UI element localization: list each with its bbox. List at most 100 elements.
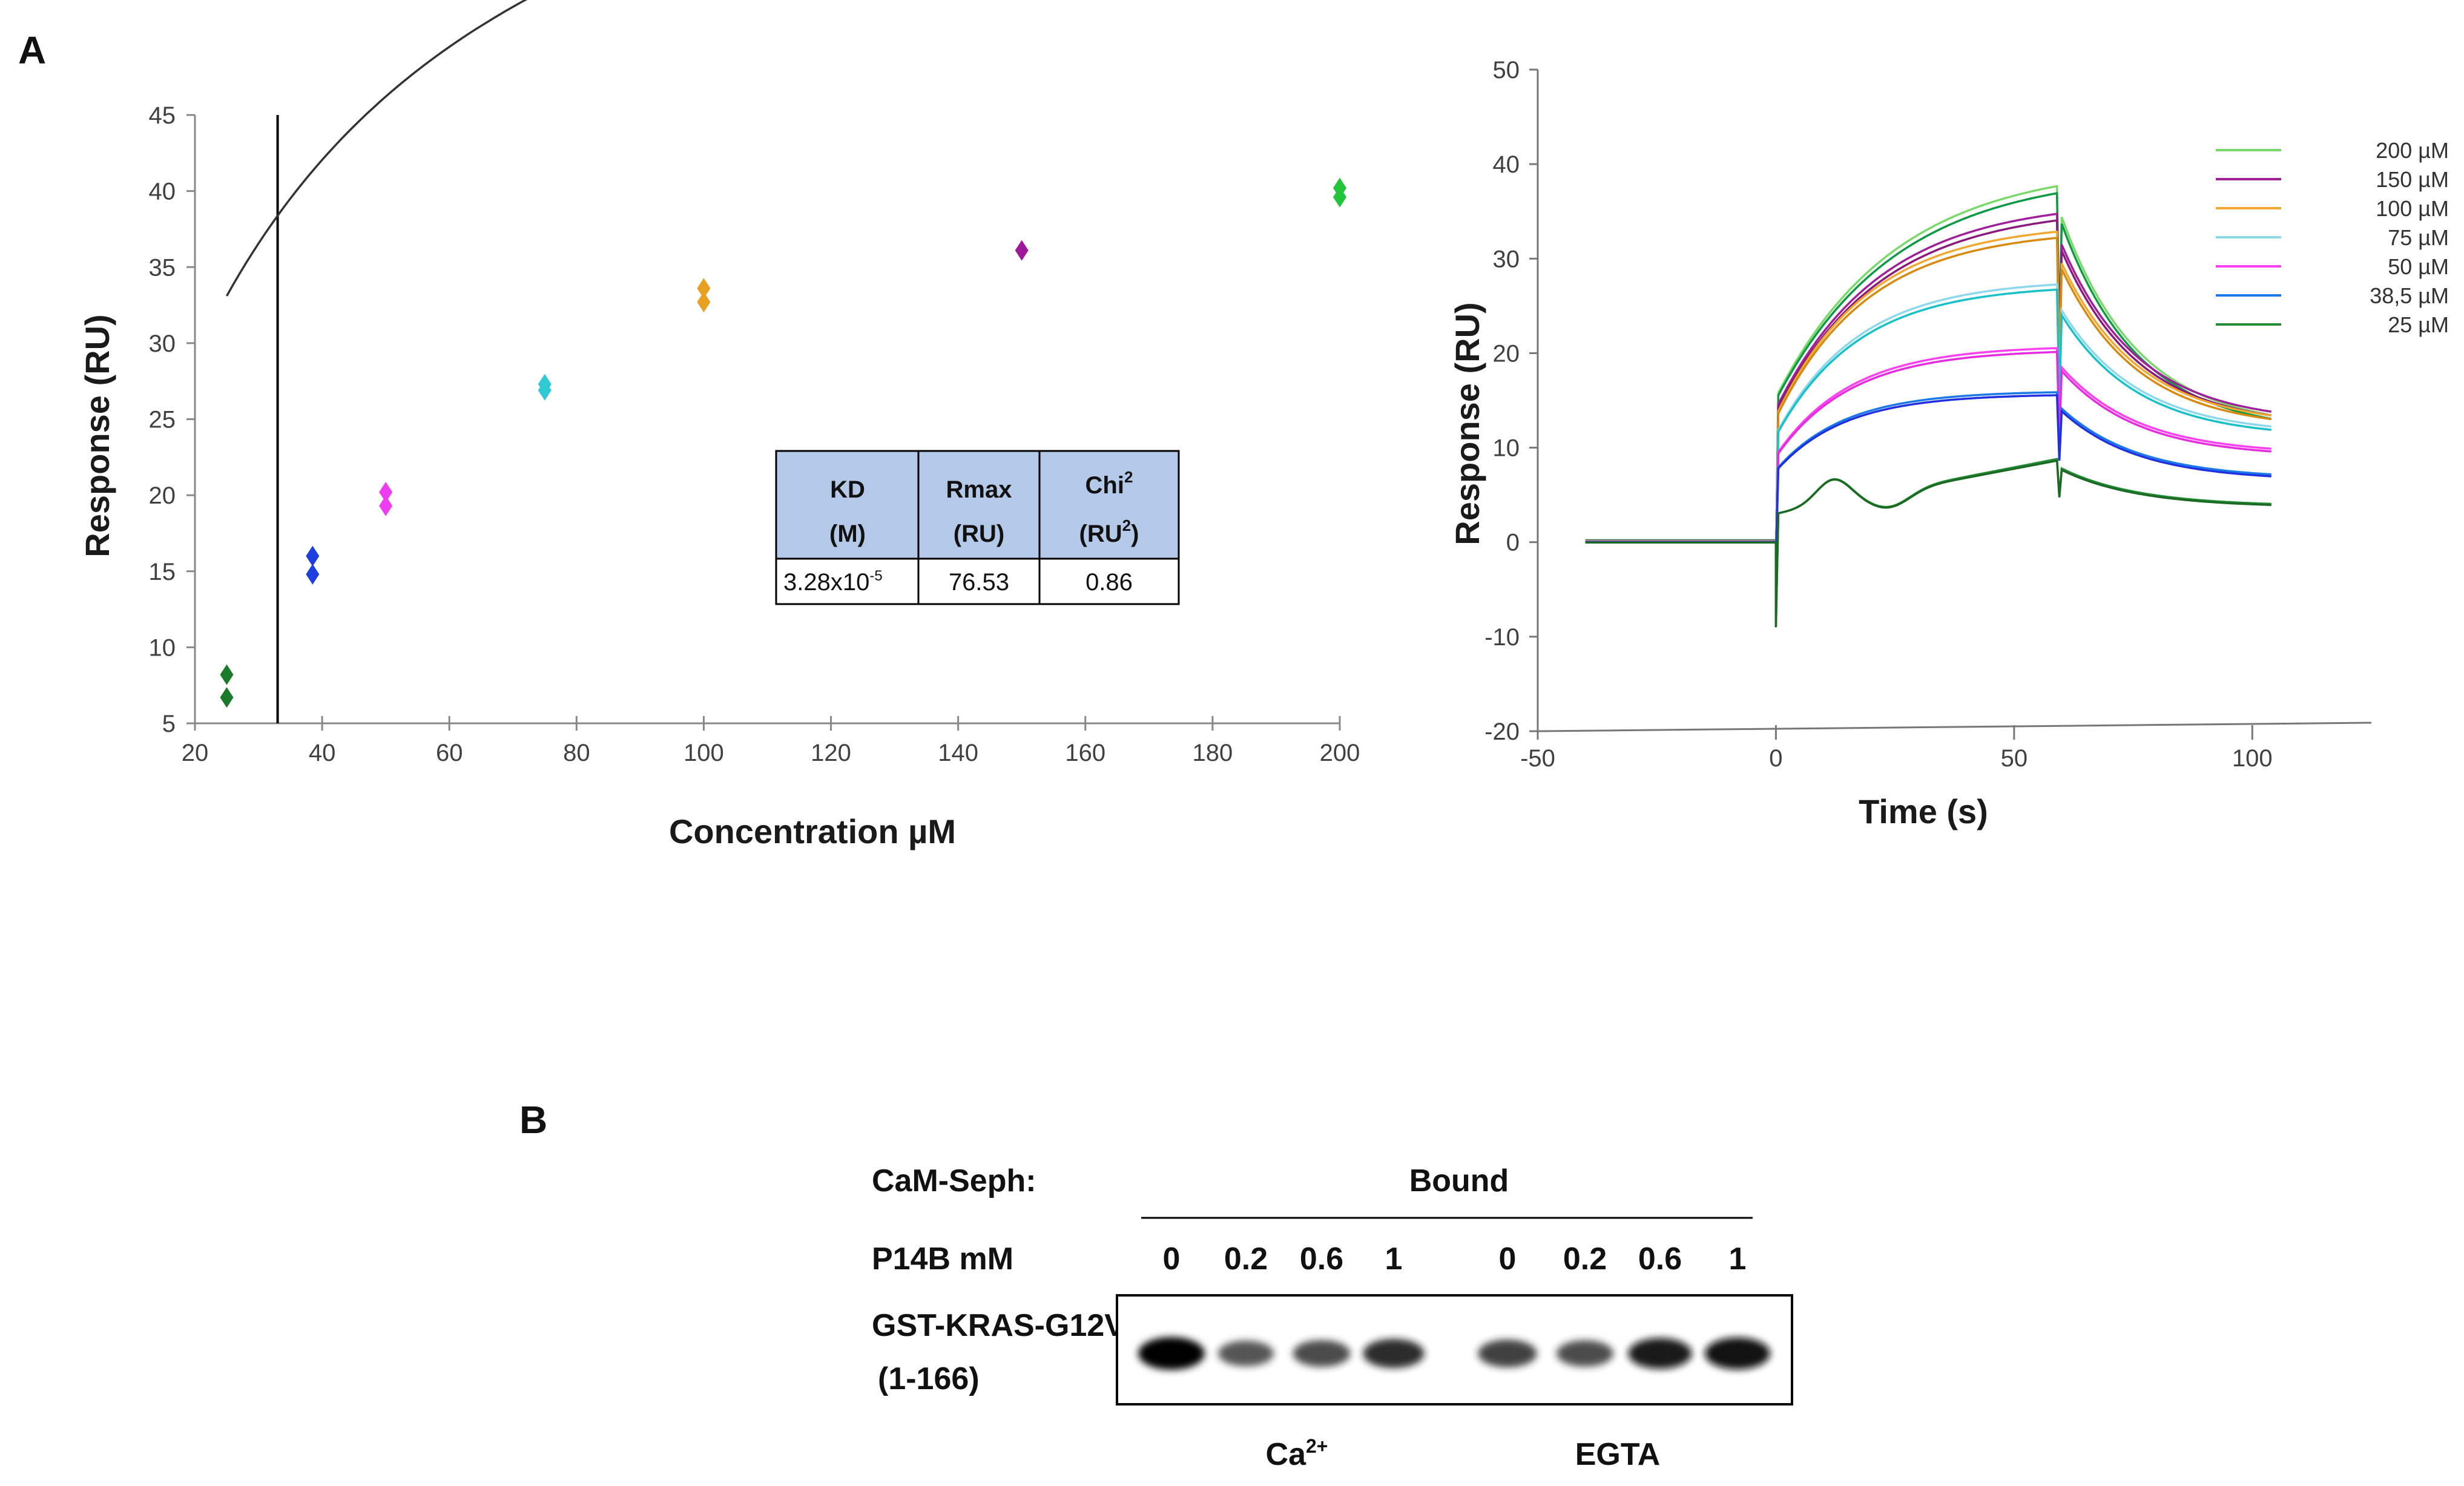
blot-protein-line1: GST-KRAS-G12V (872, 1308, 1125, 1343)
sensorgram-x-ticks: -50 0 50 100 (1520, 725, 2273, 772)
sensorgram-x-axis-title: Time (s) (1859, 792, 1988, 830)
affinity-y-tick-label: 40 (149, 179, 176, 205)
affinity-y-tick-label: 35 (149, 254, 176, 281)
blot-protein-line2: (1-166) (878, 1361, 980, 1396)
table-header-chi: Chi2 (1085, 468, 1133, 499)
affinity-y-tick-label: 20 (149, 482, 176, 509)
sensorgram-curve (1585, 230, 2272, 561)
blot-band (1293, 1340, 1351, 1367)
table-header-kd: KD (830, 476, 865, 503)
affinity-data-point (306, 564, 320, 585)
blot-band (1628, 1338, 1692, 1369)
blot-band (1363, 1338, 1425, 1369)
affinity-data-point (697, 278, 711, 299)
affinity-y-tick-label: 45 (149, 102, 176, 129)
sensorgram-y-tick-label: 10 (1493, 435, 1520, 462)
sensorgram-y-ticks: 50 40 30 20 10 0 -10 -20 (1484, 57, 1538, 745)
sensorgram-curve-replicate (1585, 237, 2272, 561)
legend-label: 100 µM (2376, 196, 2449, 221)
blot-bands (1138, 1337, 1770, 1370)
blot-band (1556, 1340, 1613, 1367)
affinity-x-tick-label: 60 (436, 740, 463, 766)
sensorgram-curve-replicate (1585, 219, 2272, 561)
table-header-rmax-unit: (RU) (954, 521, 1004, 547)
legend-label: 50 µM (2388, 254, 2449, 279)
blot-lane-labels: 0 0.2 0.6 1 0 0.2 0.6 1 (1163, 1241, 1747, 1277)
blot-lane-label: 1 (1385, 1241, 1403, 1277)
affinity-x-tick-label: 160 (1065, 740, 1105, 766)
panel-label-b: B (519, 1098, 547, 1142)
blot-lane-label: 0.6 (1638, 1241, 1682, 1277)
table-border (775, 450, 1180, 605)
sensorgram-y-tick-label: 40 (1493, 151, 1520, 178)
affinity-y-tick-label: 15 (149, 559, 176, 585)
blot-lane-label: 0.2 (1563, 1241, 1607, 1277)
sensorgram-curve-replicate (1585, 459, 2271, 628)
western-blot-panel: CaM-Seph: Bound P14B mM 0 0.2 0.6 1 0 0.2 0.6 1… (872, 1163, 1793, 1472)
sensorgram-x-tick-label: 0 (1769, 745, 1782, 772)
affinity-points (220, 177, 1346, 708)
affinity-y-tick-label: 5 (162, 711, 176, 737)
blot-row1-header: Bound (1409, 1163, 1509, 1198)
legend-label: 200 µM (2376, 138, 2449, 163)
sensorgram-axes (1537, 70, 2372, 732)
affinity-x-tick-label: 140 (938, 740, 978, 766)
affinity-x-tick-label: 200 (1320, 740, 1360, 766)
blot-group-egta: EGTA (1575, 1437, 1661, 1472)
sensorgram-y-tick-label: 0 (1506, 530, 1520, 556)
table-header-chi-unit: (RU2) (1079, 516, 1139, 547)
affinity-data-point (306, 545, 320, 567)
blot-lane-label: 0 (1499, 1241, 1517, 1277)
sensorgram-curve (1585, 391, 2271, 561)
blot-band (1138, 1337, 1205, 1370)
sensorgram-x-tick-label: -50 (1520, 745, 1555, 772)
blot-lane-label: 0.2 (1224, 1241, 1268, 1277)
affinity-x-ticks: 20 40 60 80 100 120 140 160 180 200 (182, 716, 1360, 766)
sensorgram-x-tick-label: 100 (2232, 745, 2273, 772)
legend-label: 38,5 µM (2370, 283, 2449, 308)
affinity-chart: 20 40 60 80 100 120 140 160 180 200 5 10 15 20 25 30 35… (78, 0, 1360, 850)
sensorgram-y-tick-label: 50 (1493, 57, 1520, 84)
sensorgram-legend: 200 µM 150 µM 100 µM 75 µM 50 µM 38,5 µM 25 µM (2216, 138, 2449, 337)
blot-band (1705, 1337, 1770, 1370)
sensorgram-x-tick-label: 50 (2001, 745, 2028, 772)
affinity-y-axis-title: Response (RU) (78, 314, 116, 557)
legend-label: 75 µM (2388, 225, 2449, 250)
affinity-x-tick-label: 100 (684, 740, 724, 766)
affinity-x-axis-title: Concentration µM (669, 812, 956, 850)
affinity-data-point (220, 687, 234, 708)
blot-band (1478, 1340, 1537, 1367)
affinity-y-ticks: 5 10 15 20 25 30 35 40 45 (149, 102, 195, 737)
sensorgram-curve (1585, 347, 2271, 561)
blot-lane-label: 1 (1729, 1241, 1747, 1277)
affinity-fit-group (225, 0, 528, 723)
sensorgram-curves (1585, 185, 2272, 628)
affinity-data-point (220, 664, 234, 685)
affinity-x-tick-label: 120 (811, 740, 851, 766)
affinity-data-point (697, 292, 711, 313)
affinity-data-point (379, 482, 393, 503)
blot-lane-label: 0 (1163, 1241, 1181, 1277)
sensorgram-x-axis-line (1537, 722, 2372, 732)
legend-label: 25 µM (2388, 312, 2449, 337)
affinity-x-tick-label: 40 (309, 740, 336, 766)
affinity-y-tick-label: 25 (149, 407, 176, 433)
affinity-axes (194, 115, 1340, 725)
sensorgram-curve-replicate (1585, 288, 2271, 561)
sensorgram-y-tick-label: -20 (1484, 718, 1520, 745)
sensorgram-y-tick-label: 30 (1493, 246, 1520, 272)
sensorgram-curve (1585, 283, 2271, 561)
affinity-data-point (379, 495, 393, 516)
table-header-background (776, 451, 1179, 559)
affinity-x-tick-label: 180 (1193, 740, 1233, 766)
blot-group-calcium: Ca2+ (1266, 1435, 1328, 1472)
table-cell-kd: 3.28x10-5 (783, 568, 883, 596)
blot-row1-label: CaM-Seph: (872, 1163, 1036, 1198)
affinity-y-tick-label: 30 (149, 330, 176, 357)
sensorgram-curve-replicate (1585, 394, 2271, 561)
affinity-x-tick-label: 80 (563, 740, 590, 766)
panel-label-a: A (18, 28, 46, 72)
sensorgram-curve (1585, 212, 2272, 561)
